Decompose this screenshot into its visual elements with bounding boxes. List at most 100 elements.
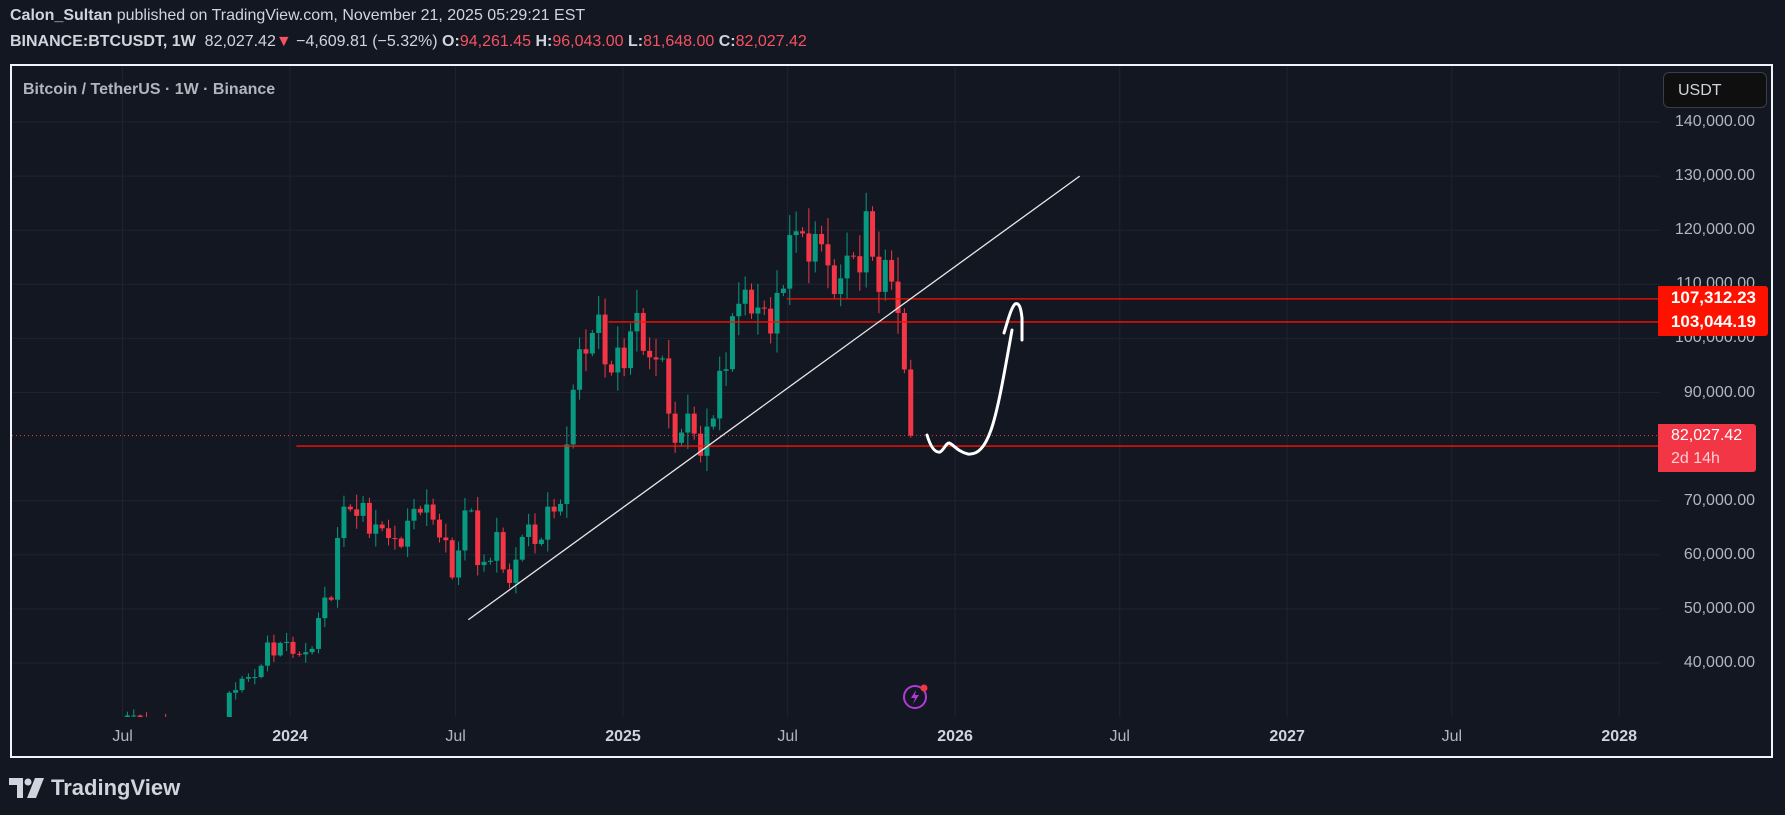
candle-body — [691, 413, 697, 434]
candle-body — [615, 347, 621, 373]
candle-body — [659, 358, 665, 360]
candle-body — [799, 231, 805, 234]
candle-body — [908, 369, 914, 436]
candle-body — [628, 331, 634, 369]
tradingview-logo[interactable]: TradingView — [9, 775, 180, 800]
candle-body — [392, 538, 398, 540]
tradingview-logo-icon — [9, 778, 44, 798]
candle-body — [405, 520, 411, 547]
candle-body — [137, 715, 143, 717]
time-tick-label: Jul — [1109, 728, 1130, 745]
candle-body — [844, 255, 850, 279]
chart-frame — [10, 64, 1773, 758]
candle-body — [360, 502, 366, 516]
time-tick-label: Jul — [1441, 728, 1463, 745]
candle-body — [500, 532, 506, 570]
candle-body — [678, 432, 684, 443]
price-tick-label: 120,000.00 — [1674, 221, 1755, 239]
candle-body — [583, 349, 589, 354]
price-tick-label: 60,000.00 — [1683, 545, 1755, 563]
candle-body — [366, 502, 372, 534]
candle-body — [723, 369, 729, 371]
candle-body — [577, 349, 583, 390]
candle-body — [373, 524, 379, 534]
high-value: 96,043.00 — [552, 33, 624, 50]
candle-body — [780, 288, 786, 293]
candle-body — [570, 389, 576, 445]
high-label: H: — [535, 33, 553, 50]
candle-body — [131, 715, 137, 717]
last-price: 82,027.42 — [204, 33, 276, 50]
candle-body — [551, 506, 557, 512]
candle-body — [513, 559, 519, 583]
candle-body — [819, 233, 825, 245]
time-tick-label: 2026 — [937, 728, 973, 745]
author-name[interactable]: Calon_Sultan — [10, 7, 113, 24]
candle-body — [710, 418, 716, 427]
current-price-badge: 82,027.42 2d 14h — [1658, 424, 1756, 472]
candle-body — [704, 426, 710, 456]
candle-body — [271, 642, 277, 656]
low-value: 81,648.00 — [643, 33, 715, 50]
candle-body — [863, 211, 869, 273]
candle-body — [895, 281, 901, 313]
candle-body — [475, 510, 481, 566]
candle-body — [252, 677, 258, 679]
lightning-bolt-icon[interactable] — [902, 682, 930, 710]
currency-button[interactable]: USDT — [1663, 72, 1767, 108]
candle-body — [258, 665, 264, 678]
price-tick-label: 50,000.00 — [1683, 599, 1755, 617]
candle-body — [589, 332, 595, 354]
candle-body — [672, 413, 678, 443]
open-value: 94,261.45 — [459, 33, 532, 50]
candle-body — [545, 506, 551, 540]
current-price-label: 82,027.42 — [1671, 427, 1743, 444]
candle-body — [507, 569, 513, 583]
price-tick-label: 90,000.00 — [1683, 383, 1755, 401]
candle-body — [290, 641, 296, 654]
price-tick-label: 40,000.00 — [1683, 654, 1755, 671]
brush-drawing-arrowhead — [1002, 302, 1024, 342]
price-tick-label: 130,000.00 — [1674, 167, 1755, 185]
candle-body — [538, 539, 544, 544]
candle-body — [717, 370, 723, 419]
candle-body — [812, 233, 818, 262]
candle-body — [519, 536, 525, 560]
candle-body — [245, 677, 251, 679]
candle-body — [825, 244, 831, 266]
candle-body — [850, 255, 856, 257]
candle-body — [436, 519, 442, 538]
open-label: O: — [442, 33, 460, 50]
candle-body — [347, 506, 353, 510]
candle-body — [322, 597, 328, 619]
candle-body — [315, 618, 321, 649]
candle-body — [889, 259, 895, 282]
candle-body — [341, 506, 347, 539]
candle-body — [768, 308, 774, 334]
candle-body — [564, 444, 570, 504]
candle-body — [640, 312, 646, 351]
candle-body — [487, 560, 493, 562]
candle-body — [647, 350, 653, 358]
candle-body — [761, 307, 767, 309]
candle-body — [793, 231, 799, 236]
candle-body — [443, 537, 449, 541]
time-tick-label: Jul — [777, 728, 798, 745]
candle-body — [417, 508, 423, 513]
candle-body — [284, 641, 290, 643]
candle-body — [755, 307, 761, 314]
candle-body — [532, 524, 538, 544]
brush-drawing — [925, 328, 1014, 456]
candle-body — [494, 532, 500, 561]
level-badge-107312: 107,312.23 — [1670, 288, 1756, 307]
low-label: L: — [628, 33, 644, 50]
trendline — [467, 175, 1081, 621]
candle-body — [831, 265, 837, 295]
candle-body — [303, 652, 309, 655]
price-change: −4,609.81 (−5.32%) — [296, 33, 438, 50]
candle-body — [698, 433, 704, 456]
triangle-down-icon: ▼ — [275, 33, 292, 50]
candle-body — [233, 690, 239, 693]
publish-info: Calon_Sultan published on TradingView.co… — [10, 7, 585, 25]
